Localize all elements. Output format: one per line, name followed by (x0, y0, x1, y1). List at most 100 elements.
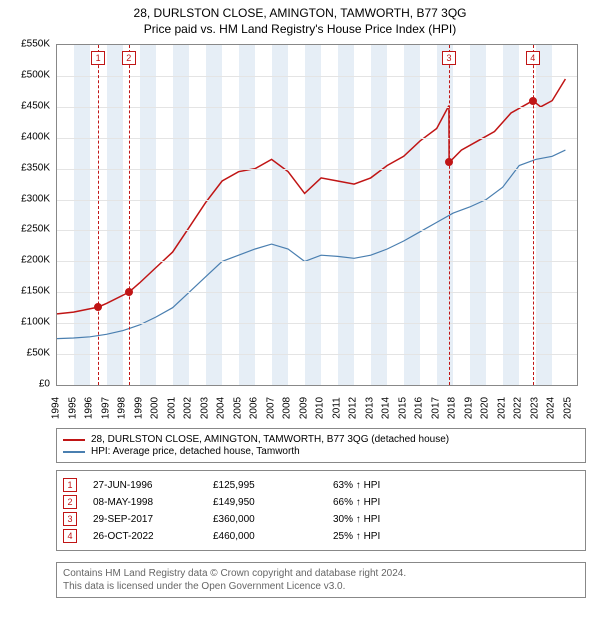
legend-item: HPI: Average price, detached house, Tamw… (63, 446, 579, 457)
event-date: 08-MAY-1998 (93, 497, 213, 508)
y-tick-label: £0 (39, 379, 50, 390)
series-svg (57, 45, 577, 385)
gridline (57, 230, 577, 231)
y-tick-label: £150K (21, 286, 50, 297)
event-vline (98, 45, 99, 385)
event-marker: 3 (442, 51, 456, 65)
event-price: £460,000 (213, 531, 333, 542)
footer-line1: Contains HM Land Registry data © Crown c… (63, 567, 579, 580)
x-tick-label: 2020 (480, 397, 491, 419)
footer-attribution: Contains HM Land Registry data © Crown c… (56, 562, 586, 598)
legend-swatch (63, 451, 85, 453)
y-tick-label: £250K (21, 224, 50, 235)
x-tick-label: 2018 (447, 397, 458, 419)
event-row-marker: 1 (63, 478, 77, 492)
event-row: 2 08-MAY-1998£149,95066% ↑ HPI (63, 495, 579, 509)
x-tick-label: 2016 (414, 397, 425, 419)
y-tick-label: £50K (27, 348, 50, 359)
x-tick-label: 2025 (562, 397, 573, 419)
x-tick-label: 2006 (249, 397, 260, 419)
x-tick-label: 1994 (51, 397, 62, 419)
event-pct: 30% ↑ HPI (333, 514, 579, 525)
x-tick-label: 2002 (183, 397, 194, 419)
x-tick-label: 2005 (232, 397, 243, 419)
x-tick-label: 2009 (298, 397, 309, 419)
y-tick-label: £400K (21, 131, 50, 142)
event-point (125, 288, 133, 296)
event-row-marker: 2 (63, 495, 77, 509)
legend: 28, DURLSTON CLOSE, AMINGTON, TAMWORTH, … (56, 428, 586, 463)
x-tick-label: 2007 (265, 397, 276, 419)
events-table: 1 27-JUN-1996£125,99563% ↑ HPI 2 08-MAY-199… (56, 470, 586, 551)
legend-item: 28, DURLSTON CLOSE, AMINGTON, TAMWORTH, … (63, 434, 579, 445)
event-row: 4 26-OCT-2022£460,00025% ↑ HPI (63, 529, 579, 543)
x-tick-label: 2014 (381, 397, 392, 419)
gridline (57, 261, 577, 262)
x-tick-label: 2011 (331, 397, 342, 419)
title-address: 28, DURLSTON CLOSE, AMINGTON, TAMWORTH, … (0, 6, 600, 20)
event-point (445, 158, 453, 166)
x-tick-label: 2019 (463, 397, 474, 419)
x-tick-label: 1996 (84, 397, 95, 419)
x-tick-label: 1998 (117, 397, 128, 419)
y-tick-label: £100K (21, 317, 50, 328)
series-price_paid (57, 79, 565, 314)
footer-line2: This data is licensed under the Open Gov… (63, 580, 579, 593)
gridline (57, 169, 577, 170)
x-tick-label: 2012 (348, 397, 359, 419)
event-marker: 1 (91, 51, 105, 65)
event-price: £360,000 (213, 514, 333, 525)
event-point (94, 303, 102, 311)
x-tick-label: 2008 (282, 397, 293, 419)
x-tick-label: 2010 (315, 397, 326, 419)
event-price: £149,950 (213, 497, 333, 508)
event-marker: 2 (122, 51, 136, 65)
event-row-marker: 3 (63, 512, 77, 526)
gridline (57, 292, 577, 293)
legend-label: 28, DURLSTON CLOSE, AMINGTON, TAMWORTH, … (91, 434, 449, 445)
event-price: £125,995 (213, 480, 333, 491)
x-axis: 1994199519961997199819992000200120022003… (56, 386, 576, 426)
x-tick-label: 1997 (100, 397, 111, 419)
x-tick-label: 1995 (67, 397, 78, 419)
gridline (57, 354, 577, 355)
title-block: 28, DURLSTON CLOSE, AMINGTON, TAMWORTH, … (0, 0, 600, 36)
legend-label: HPI: Average price, detached house, Tamw… (91, 446, 300, 457)
legend-swatch (63, 439, 85, 441)
event-date: 27-JUN-1996 (93, 480, 213, 491)
event-pct: 25% ↑ HPI (333, 531, 579, 542)
event-row: 1 27-JUN-1996£125,99563% ↑ HPI (63, 478, 579, 492)
event-row: 329-SEP-2017£360,00030% ↑ HPI (63, 512, 579, 526)
event-vline (129, 45, 130, 385)
event-pct: 63% ↑ HPI (333, 480, 579, 491)
x-tick-label: 2015 (397, 397, 408, 419)
figure-root: 28, DURLSTON CLOSE, AMINGTON, TAMWORTH, … (0, 0, 600, 620)
y-tick-label: £350K (21, 162, 50, 173)
x-tick-label: 2023 (529, 397, 540, 419)
gridline (57, 200, 577, 201)
chart-plot-area: 1 2 3 4 (56, 44, 578, 386)
y-axis: £0£50K£100K£150K£200K£250K£300K£350K£400… (0, 44, 54, 384)
gridline (57, 323, 577, 324)
y-tick-label: £500K (21, 69, 50, 80)
event-row-marker: 4 (63, 529, 77, 543)
x-tick-label: 1999 (133, 397, 144, 419)
x-tick-label: 2017 (430, 397, 441, 419)
y-tick-label: £200K (21, 255, 50, 266)
gridline (57, 107, 577, 108)
event-vline (449, 45, 450, 385)
x-tick-label: 2024 (546, 397, 557, 419)
event-point (529, 97, 537, 105)
title-subtitle: Price paid vs. HM Land Registry's House … (0, 22, 600, 36)
y-tick-label: £550K (21, 39, 50, 50)
y-tick-label: £450K (21, 100, 50, 111)
event-marker: 4 (526, 51, 540, 65)
series-hpi (57, 150, 565, 339)
x-tick-label: 2004 (216, 397, 227, 419)
x-tick-label: 2003 (199, 397, 210, 419)
x-tick-label: 2021 (496, 397, 507, 419)
gridline (57, 138, 577, 139)
event-date: 26-OCT-2022 (93, 531, 213, 542)
x-tick-label: 2001 (166, 397, 177, 419)
event-pct: 66% ↑ HPI (333, 497, 579, 508)
